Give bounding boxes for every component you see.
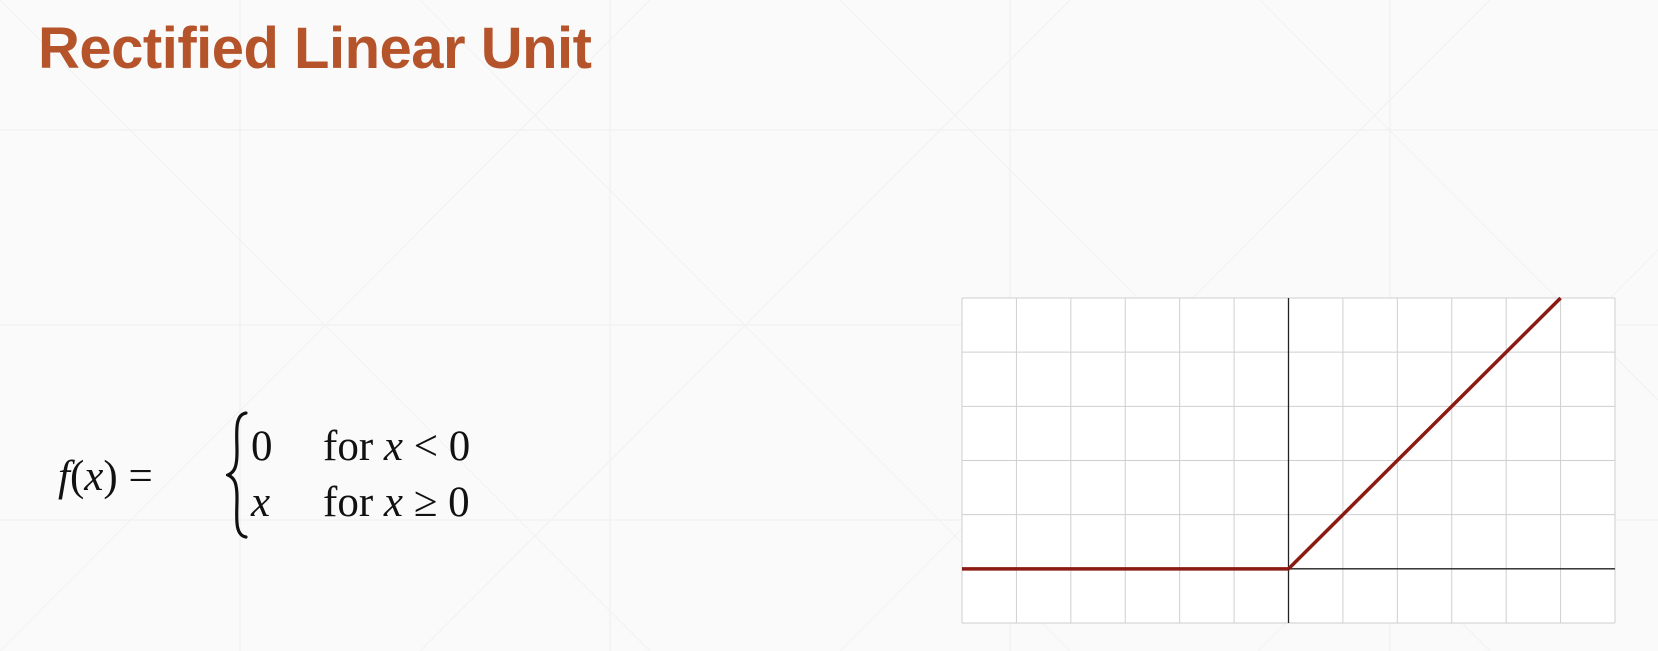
formula-case-1-condition: for x < 0 [323,423,471,470]
relu-formula: f(x) = 0 for x < 0 x for x ≥ 0 [58,410,578,540]
formula-case-1-value: 0 [251,423,273,470]
chart-series-line-1 [962,296,1562,571]
formula-brace [226,411,248,539]
formula-lhs: f(x) = [58,453,153,500]
formula-case-2-condition: for x ≥ 0 [323,479,470,526]
slide-title: Rectified Linear Unit [38,16,592,81]
formula-case-2-value: x [251,479,271,526]
